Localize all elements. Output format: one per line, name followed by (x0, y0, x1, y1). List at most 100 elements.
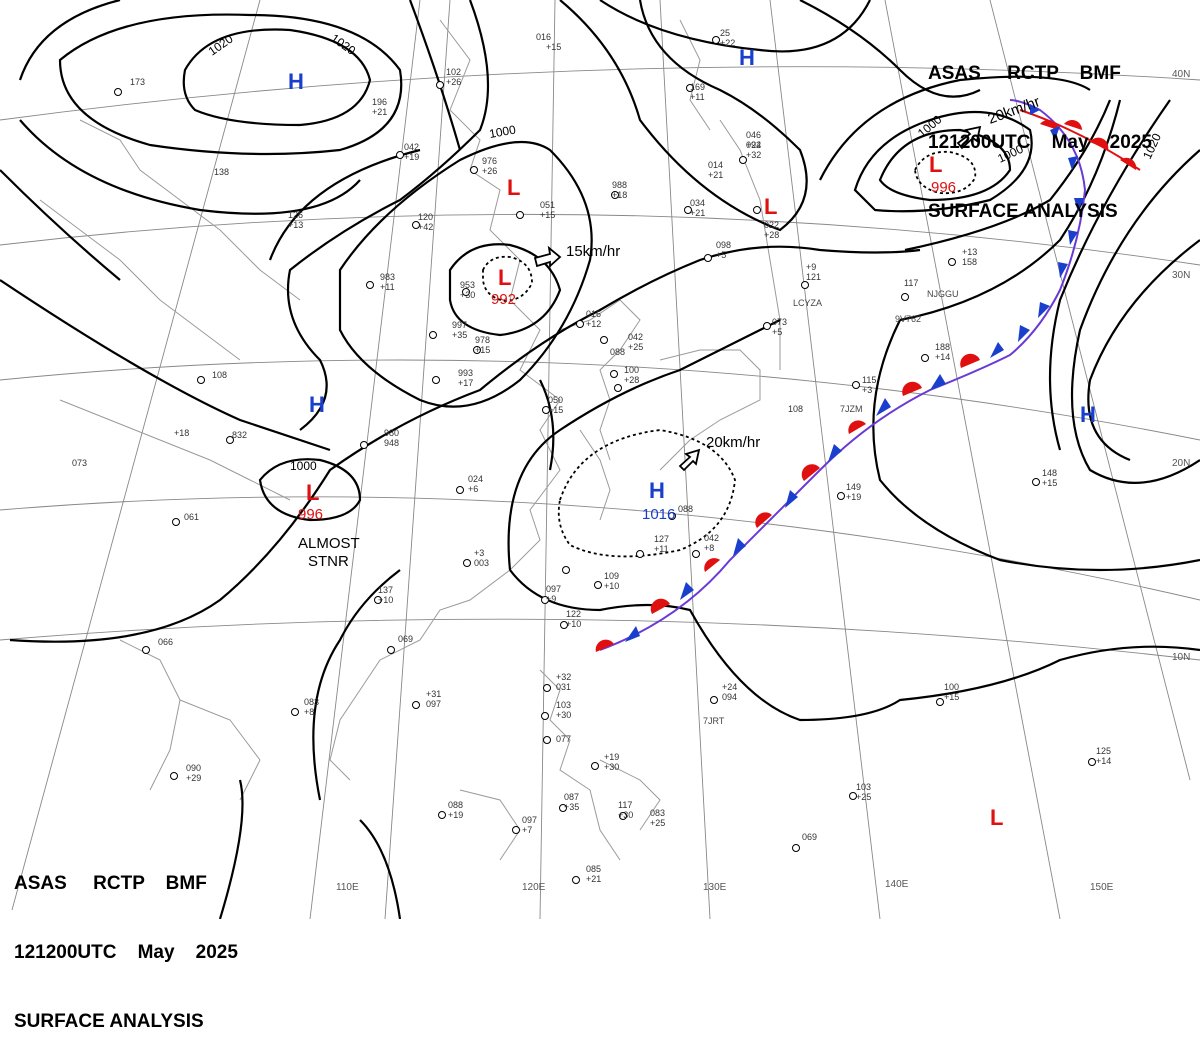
station-value: 993 (458, 368, 473, 378)
station-value: 073 (72, 458, 87, 468)
station-value: +10 (604, 581, 619, 591)
station-value: +19 (846, 492, 861, 502)
isobars (0, 0, 1200, 919)
station-value: +3 (474, 548, 484, 558)
low-center-northeast: L (929, 152, 942, 177)
header-line-1: ASAS RCTP BMF (928, 63, 1121, 84)
station-value: 097 (426, 699, 441, 709)
waypoint-njggu: NJGGU (927, 289, 959, 299)
station-value: 031 (556, 682, 571, 692)
station-value: 077 (556, 734, 571, 744)
station-value: 088 (448, 800, 463, 810)
station-value: 188 (935, 342, 950, 352)
station-value: 003 (474, 558, 489, 568)
station-value: 085 (586, 864, 601, 874)
low-northeast-pressure: 996 (931, 179, 956, 196)
station-value: 25 (720, 28, 730, 38)
station-value: 042 (628, 332, 643, 342)
station-value: +28 (764, 230, 779, 240)
station-value: 127 (654, 534, 669, 544)
station-value: +7 (522, 825, 532, 835)
station-value: 169 (690, 82, 705, 92)
station-value: 088 (678, 504, 693, 514)
station-value: +32 (746, 150, 761, 160)
station-value: 051 (540, 200, 555, 210)
station-value: +15 (1042, 478, 1057, 488)
fronts (595, 99, 1141, 652)
dotted-isobars (482, 150, 977, 558)
isobar-label: 1000 (488, 122, 517, 140)
graticule (0, 0, 1200, 919)
station-value: +26 (482, 166, 497, 176)
station-value: +8 (704, 543, 714, 553)
station-value: +10 (566, 619, 581, 629)
station-value: +30 (460, 290, 475, 300)
station-value: 069 (398, 634, 413, 644)
station-value: +11 (654, 544, 669, 554)
station-value: +11 (380, 282, 395, 292)
station-value: 100 (624, 365, 639, 375)
low-center-manchuria: L (764, 194, 777, 219)
motion-label-taiwan: 20km/hr (706, 434, 760, 451)
header-line-3: SURFACE ANALYSIS (14, 1011, 204, 1032)
waypoint-7jrt: 7JRT (703, 716, 725, 726)
station-value: +13 (288, 220, 303, 230)
station-value: 138 (214, 167, 229, 177)
station-value: 117 (904, 278, 918, 288)
station-value: 069 (802, 832, 817, 842)
lat-label-30n: 30N (1172, 270, 1190, 281)
stationary-annotation: ALMOST STNR (298, 535, 360, 570)
station-value: +42 (418, 222, 433, 232)
pressure-centers: H L L L L H L H H H L (288, 45, 1096, 830)
center-pressure-values: 992 996 996 1016 (298, 179, 956, 523)
station-value: 108 (212, 370, 227, 380)
station-value: +12 (586, 319, 601, 329)
station-value: 988 (612, 180, 627, 190)
header-line-1: ASAS RCTP BMF (14, 873, 207, 894)
high-center-east-pacific: H (1080, 402, 1096, 427)
station-value: +26 (446, 77, 461, 87)
station-value: +10 (378, 595, 393, 605)
station-value: 100 (944, 682, 959, 692)
high-center-taiwan-east: H (649, 478, 665, 503)
lon-label-130e: 130E (703, 882, 727, 893)
low-center-tibet: L (306, 480, 319, 505)
station-value: +8 (304, 707, 314, 717)
station-value: 976 (482, 156, 497, 166)
station-value: +35 (564, 802, 579, 812)
station-value: +21 (708, 170, 723, 180)
station-value: 149 (846, 482, 861, 492)
station-value: +30 (556, 710, 571, 720)
station-value: 980 (384, 428, 399, 438)
stnr-label: STNR (308, 553, 349, 570)
graticule-labels: 110E 120E 130E 140E 150E 40N 30N 20N 10N (336, 69, 1190, 893)
header-line-3: SURFACE ANALYSIS (928, 201, 1118, 222)
station-value: +9 (546, 594, 556, 604)
isobar-label: 1000 (290, 459, 317, 473)
station-value: +25 (628, 342, 643, 352)
station-value: +6 (468, 484, 478, 494)
station-value: 046 (746, 130, 761, 140)
station-value: 978 (475, 335, 490, 345)
station-value: 103 (856, 782, 871, 792)
station-value: 088 (610, 347, 625, 357)
station-value: +19 (404, 152, 419, 162)
station-value: 098 (716, 240, 731, 250)
low-tibet-pressure: 996 (298, 506, 323, 523)
station-value: +22 (720, 38, 735, 48)
motion-arrow-taiwan (678, 448, 701, 472)
station-value: 087 (564, 792, 579, 802)
station-value: +21 (690, 208, 705, 218)
almost-label: ALMOST (298, 535, 360, 552)
station-value: +9 (806, 262, 816, 272)
station-markers (114, 36, 1096, 884)
station-value: +18 (174, 428, 189, 438)
lat-label-10n: 10N (1172, 652, 1190, 663)
station-value: +32 (556, 672, 571, 682)
station-value: 050 (548, 395, 563, 405)
motion-label-mongolia: 15km/hr (566, 243, 620, 260)
station-value: 042 (404, 142, 419, 152)
header-line-2: 121200UTC May 2025 (928, 132, 1152, 153)
station-value: 061 (184, 512, 199, 522)
station-value: +11 (690, 92, 705, 102)
